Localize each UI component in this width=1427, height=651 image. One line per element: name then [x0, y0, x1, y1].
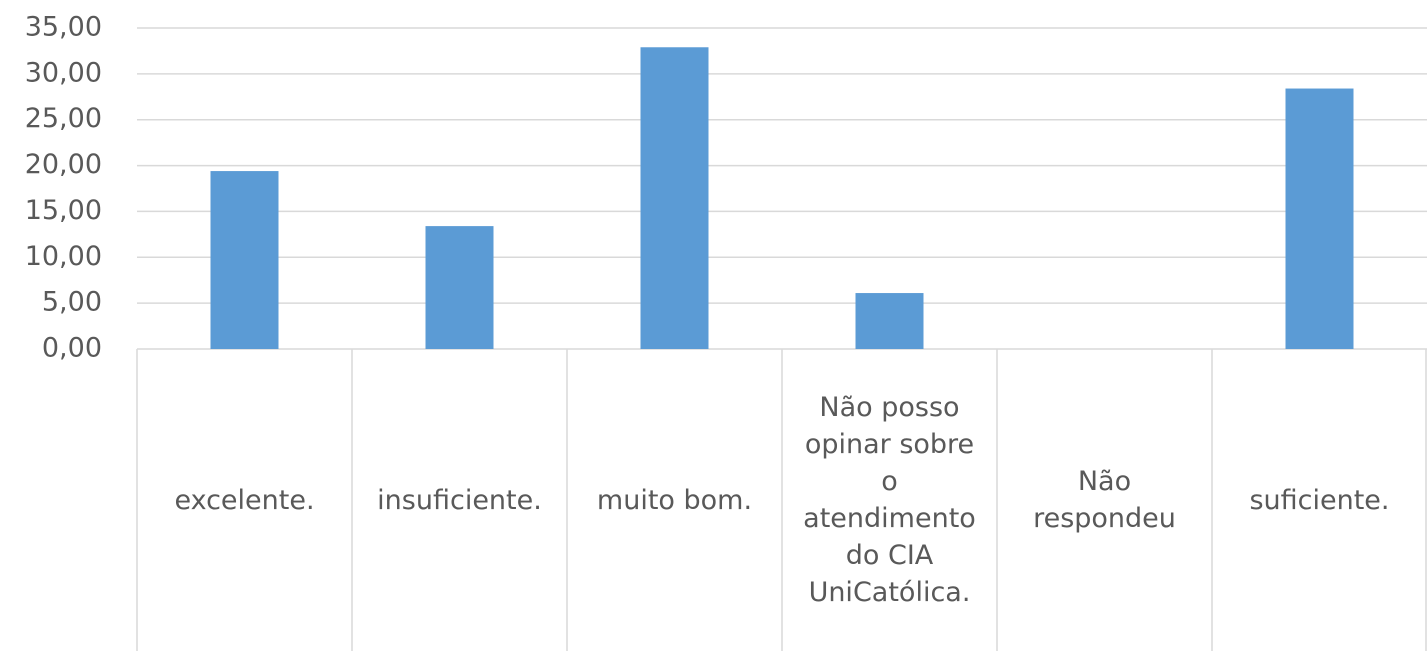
- x-tick-label: Não respondeu: [1033, 466, 1176, 534]
- bar: [1285, 88, 1354, 349]
- x-tick-label: muito bom.: [596, 484, 753, 516]
- y-tick-label: 5,00: [42, 287, 102, 318]
- y-tick-label: 20,00: [25, 149, 102, 180]
- bar: [640, 47, 709, 349]
- y-tick-label: 15,00: [25, 195, 102, 226]
- bar: [855, 293, 924, 349]
- x-tick-label: suficiente.: [1249, 484, 1390, 516]
- bar: [425, 226, 494, 349]
- x-tick-label: excelente.: [174, 484, 315, 516]
- x-tick-label: Não posso opinar sobre o atendimento do …: [803, 392, 976, 608]
- y-tick-label: 25,00: [25, 103, 102, 134]
- y-tick-label: 35,00: [25, 12, 102, 43]
- x-tick-label: insuficiente.: [377, 484, 542, 516]
- y-tick-label: 0,00: [42, 333, 102, 364]
- y-tick-label: 10,00: [25, 241, 102, 272]
- bar: [210, 171, 279, 349]
- y-tick-label: 30,00: [25, 57, 102, 88]
